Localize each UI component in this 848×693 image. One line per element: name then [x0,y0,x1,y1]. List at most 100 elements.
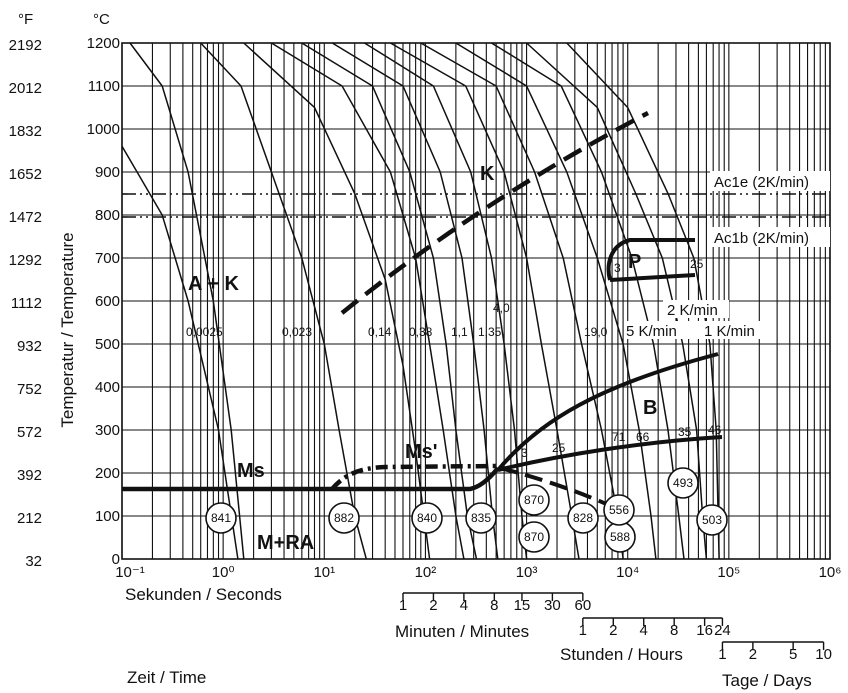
hardness-ring [667,467,699,499]
scale-label: 10 [815,646,832,663]
scale-label: 15 [514,597,531,614]
ac1e-label: Ac1e (2K/min) [714,174,809,191]
cooling-parameter-labels: 0,0025 0,023 0,14 0,38 1,1 1,35 4,0 19,0 [186,301,608,339]
hardness-value: 882 [334,511,354,525]
y-tick-fahrenheit: 932 [17,338,42,355]
scale-label: 4 [460,597,468,614]
hardness-ring [567,502,599,534]
hardness-ring [518,484,550,516]
x-tick: 10⁶ [819,564,842,581]
pearlite-end [609,273,696,282]
y-tick-celsius: 1100 [88,78,120,95]
y-tick-fahrenheit: 2012 [9,80,42,97]
pct-b-25: 25 [552,441,566,455]
ms-line [122,466,500,492]
pct-b-46: 46 [708,423,722,437]
pct-b-3: 3 [521,446,528,460]
y-tick-fahrenheit: 1652 [9,166,42,183]
hardness-circle: 840 [411,502,443,534]
rate-1kmin: 1 K/min [704,323,755,340]
x-axis-label: Sekunden / Seconds [125,585,282,604]
scale-label: 30 [544,597,561,614]
axis-ticks: 1200219211002012100018329001652800147270… [9,35,842,581]
hardness-circle: 588 [604,521,636,553]
cooling-curve [455,42,657,560]
scale-label: 4 [640,622,648,639]
param-4: 1,1 [451,325,468,339]
days-label: Tage / Days [722,671,812,690]
region-ms-prime: Ms' [405,441,438,463]
y-tick-celsius: 300 [95,422,120,439]
fahrenheit-unit: °F [18,11,33,28]
hardness-value: 840 [417,511,437,525]
hardness-ring [465,502,497,534]
pct-b-35: 35 [678,425,692,439]
scale-label: 24 [714,622,731,639]
pearlite-start [606,238,695,281]
x-tick: 10² [415,564,437,581]
ms-dashed-extension [499,466,631,517]
scale-label: 2 [609,622,617,639]
y-tick-fahrenheit: 2192 [9,37,42,54]
region-ms: Ms [237,460,265,482]
hours-label: Stunden / Hours [560,645,683,664]
hardness-circle: 503 [696,504,728,536]
y-tick-celsius: 100 [95,508,120,525]
scale-label: 8 [490,597,498,614]
ms-prime-line [330,463,499,491]
scale-label: 16 [696,622,713,639]
scale-label: 2 [749,646,757,663]
y-tick-celsius: 1000 [87,121,120,138]
y-tick-fahrenheit: 392 [17,467,42,484]
y-tick-celsius: 700 [95,250,120,267]
bainite-start [496,352,719,472]
hardness-circle: 556 [603,494,635,526]
pct-p-25: 25 [690,257,704,271]
y-tick-celsius: 200 [95,465,120,482]
param-5: 1,35 [478,325,502,339]
hardness-value: 870 [524,493,544,507]
y-tick-fahrenheit: 212 [17,510,42,527]
region-p: P [628,251,641,273]
hardness-ring [411,502,443,534]
y-tick-celsius: 800 [95,207,120,224]
k-boundary [340,111,650,315]
param-1: 0,023 [282,325,312,339]
scale-label: 8 [670,622,678,639]
y-tick-fahrenheit: 1292 [9,252,42,269]
celsius-unit: °C [93,11,110,28]
hours-scale: 1 2 4 8 16 24 [579,617,731,639]
y-tick-fahrenheit: 1112 [11,295,42,312]
pct-b-71: 71 [612,430,626,444]
cooling-curve [566,42,720,560]
y-axis-label: Temperatur / Temperature [58,232,77,427]
hardness-ring [518,521,550,553]
ac1b-label: Ac1b (2K/min) [714,230,809,247]
phase-percentages: 3 25 3 25 71 66 35 46 [521,257,722,460]
time-label: Zeit / Time [127,668,206,687]
cooling-curve [390,42,580,560]
param-3: 0,38 [409,325,433,339]
x-tick: 10¹ [313,564,335,581]
hardness-values: 841 882 840 835 870 870 828 588 556 493 503 [205,467,728,553]
y-tick-celsius: 1200 [87,35,120,52]
scale-label: 1 [718,646,726,663]
param-0: 0,0025 [186,325,223,339]
hardness-ring [328,502,360,534]
x-tick: 10⁴ [616,564,639,581]
region-b: B [643,397,657,419]
hardness-ring [205,502,237,534]
region-ak: A + K [188,273,239,295]
x-tick: 10³ [516,564,538,581]
x-tick: 10⁰ [212,564,235,581]
y-tick-celsius: 400 [95,379,120,396]
cooling-curve [331,42,499,560]
y-tick-fahrenheit: 1472 [9,209,42,226]
param-6: 4,0 [493,301,510,315]
hardness-circle: 835 [465,502,497,534]
region-mra: M+RA [257,532,314,554]
cooling-curve [271,42,465,560]
scale-label: 1 [579,622,587,639]
pct-b-66: 66 [636,430,650,444]
